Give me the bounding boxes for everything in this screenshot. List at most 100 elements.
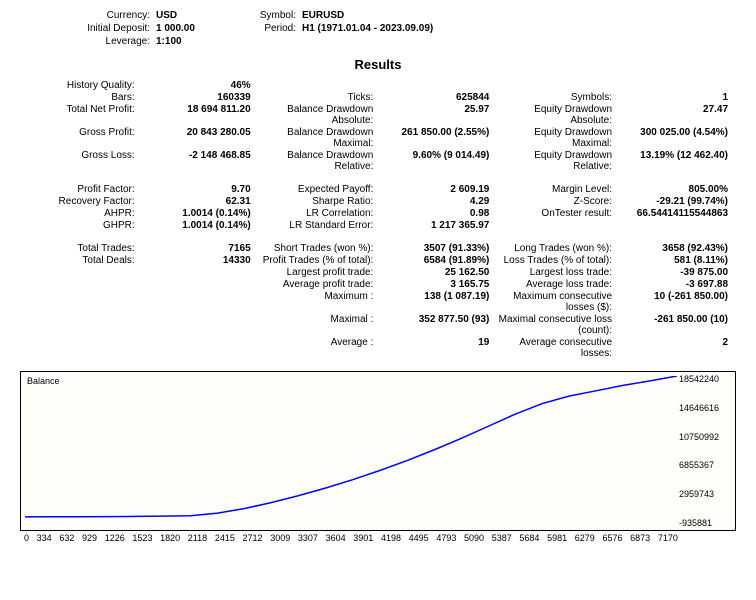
initial-deposit-value: 1 000.00 — [156, 23, 236, 34]
period-value: H1 (1971.01.04 - 2023.09.09) — [302, 23, 433, 34]
x-tick: 1820 — [160, 533, 180, 543]
metric-label: Maximal : — [259, 314, 380, 336]
metric-value: 46% — [141, 80, 259, 91]
x-tick: 632 — [59, 533, 74, 543]
x-tick: 3604 — [326, 533, 346, 543]
header: Currency: USD Symbol: EURUSD Initial Dep… — [20, 10, 736, 47]
metric-value: -39 875.00 — [618, 267, 736, 278]
chart-y-axis: 18542240146466161075099268553672959743-9… — [675, 374, 733, 528]
results-block: Total Trades:7165Short Trades (won %): 35… — [20, 243, 736, 359]
metric-value — [618, 220, 736, 231]
x-tick: 1523 — [132, 533, 152, 543]
metric-label: Loss Trades (% of total): — [497, 255, 618, 266]
metric-value: 10 (-261 850.00) — [618, 291, 736, 313]
metric-value: 7165 — [141, 243, 259, 254]
currency-value: USD — [156, 10, 236, 21]
metric-value: -2 148 468.85 — [141, 150, 259, 172]
metric-label: Average consecutive losses: — [497, 337, 618, 359]
metric-label: Total Trades: — [20, 243, 141, 254]
x-tick: 6576 — [602, 533, 622, 543]
metric-label: Equity Drawdown Absolute: — [497, 104, 618, 126]
metric-label: Largest loss trade: — [497, 267, 618, 278]
x-tick: 3009 — [270, 533, 290, 543]
metric-value — [141, 314, 259, 336]
metric-value: 3 165.75 — [379, 279, 497, 290]
x-tick: 5090 — [464, 533, 484, 543]
metric-label: Total Net Profit: — [20, 104, 141, 126]
metric-label: Balance Drawdown Absolute: — [259, 104, 380, 126]
metric-value — [618, 80, 736, 91]
metric-label: Maximum : — [259, 291, 380, 313]
metric-label: Balance Drawdown Maximal: — [259, 127, 380, 149]
x-tick: 0 — [24, 533, 29, 543]
metric-label: Gross Profit: — [20, 127, 141, 149]
metric-label: Profit Trades (% of total): — [259, 255, 380, 266]
metric-label — [259, 80, 380, 91]
initial-deposit-label: Initial Deposit: — [20, 23, 156, 34]
x-tick: 5981 — [547, 533, 567, 543]
metric-label: Recovery Factor: — [20, 196, 141, 207]
metric-value: 2 — [618, 337, 736, 359]
metric-label: Expected Payoff: — [259, 184, 380, 195]
metric-label — [20, 337, 141, 359]
leverage-value: 1:100 — [156, 36, 236, 47]
chart-x-axis: 0334632929122615231820211824152712300933… — [20, 533, 736, 543]
x-tick: 1226 — [105, 533, 125, 543]
metric-value: 9.70 — [141, 184, 259, 195]
y-tick: -935881 — [679, 518, 733, 528]
metric-value: 20 843 280.05 — [141, 127, 259, 149]
currency-label: Currency: — [20, 10, 156, 21]
x-tick: 2712 — [243, 533, 263, 543]
x-tick: 3901 — [353, 533, 373, 543]
x-tick: 4198 — [381, 533, 401, 543]
metric-label: AHPR: — [20, 208, 141, 219]
metric-value: 19 — [379, 337, 497, 359]
metric-label — [20, 314, 141, 336]
x-tick: 4495 — [409, 533, 429, 543]
symbol-label: Symbol: — [236, 10, 302, 21]
leverage-label: Leverage: — [20, 36, 156, 47]
metric-value: 160339 — [141, 92, 259, 103]
x-tick: 2415 — [215, 533, 235, 543]
metric-label — [20, 267, 141, 278]
metric-value: 1 217 365.97 — [379, 220, 497, 231]
metric-value: 0.98 — [379, 208, 497, 219]
metric-value: 1.0014 (0.14%) — [141, 220, 259, 231]
metric-label: OnTester result: — [497, 208, 618, 219]
x-tick: 3307 — [298, 533, 318, 543]
y-tick: 2959743 — [679, 489, 733, 499]
y-tick: 6855367 — [679, 460, 733, 470]
metric-label: LR Correlation: — [259, 208, 380, 219]
metric-value: 1.0014 (0.14%) — [141, 208, 259, 219]
x-tick: 7170 — [658, 533, 678, 543]
metric-label: Sharpe Ratio: — [259, 196, 380, 207]
metric-value: 138 (1 087.19) — [379, 291, 497, 313]
symbol-value: EURUSD — [302, 10, 344, 21]
metric-value: 261 850.00 (2.55%) — [379, 127, 497, 149]
x-tick: 334 — [37, 533, 52, 543]
y-tick: 10750992 — [679, 432, 733, 442]
metric-label: Bars: — [20, 92, 141, 103]
results-block: Profit Factor:9.70Expected Payoff:2 609.… — [20, 184, 736, 231]
x-tick: 5684 — [519, 533, 539, 543]
metric-value: 9.60% (9 014.49) — [379, 150, 497, 172]
metric-label: Gross Loss: — [20, 150, 141, 172]
metric-value: 6584 (91.89%) — [379, 255, 497, 266]
metric-value: 352 877.50 (93) — [379, 314, 497, 336]
x-tick: 6279 — [575, 533, 595, 543]
metric-label: Average profit trade: — [259, 279, 380, 290]
metric-value: 62.31 — [141, 196, 259, 207]
metric-value: -261 850.00 (10) — [618, 314, 736, 336]
metric-value: 14330 — [141, 255, 259, 266]
metric-value: 3658 (92.43%) — [618, 243, 736, 254]
metric-value: 25.97 — [379, 104, 497, 126]
metric-label — [20, 291, 141, 313]
results-title: Results — [20, 57, 736, 72]
metric-label: Average : — [259, 337, 380, 359]
metric-value — [141, 267, 259, 278]
period-label: Period: — [236, 23, 302, 34]
balance-chart: Balance 18542240146466161075099268553672… — [20, 371, 736, 531]
metric-label: Z-Score: — [497, 196, 618, 207]
metric-label: Short Trades (won %): — [259, 243, 380, 254]
metric-label: Maximal consecutive loss (count): — [497, 314, 618, 336]
